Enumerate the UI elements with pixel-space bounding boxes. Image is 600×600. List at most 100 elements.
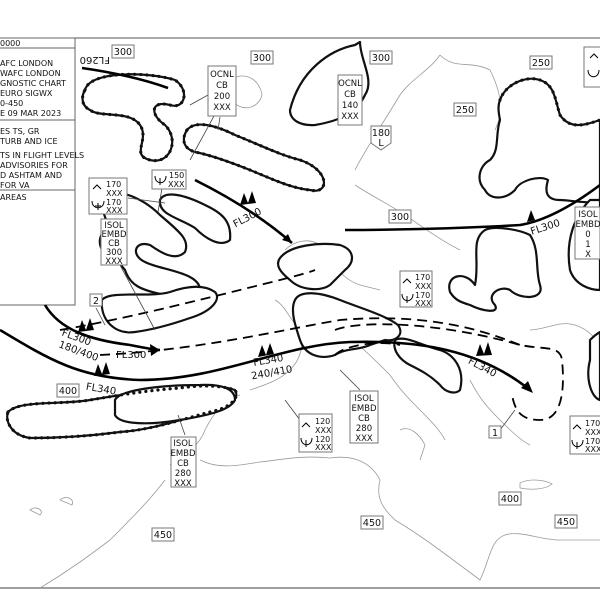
tropopause-height: 400: [59, 386, 77, 397]
jet-streams: [0, 66, 600, 393]
svg-text:170: 170: [585, 437, 600, 446]
icing-symbol-icon: [587, 69, 600, 78]
tropopause-height: 300: [114, 47, 132, 58]
legend-note: ADVISORIES FOR: [0, 161, 68, 170]
cb-box: ISOL EMBD 0 1 X: [574, 206, 600, 260]
wind-barb-icon: [258, 343, 274, 357]
jet-stream: [81, 66, 169, 90]
tropopause-height: 450: [154, 530, 172, 541]
turbulence-caret-icon: [301, 422, 311, 428]
icing-symbol-icon: [300, 437, 313, 447]
leader-lines: [95, 94, 516, 436]
svg-text:CB: CB: [216, 81, 228, 91]
turbulence-caret-icon: [572, 424, 582, 430]
cb-box-line: EMBD: [575, 220, 600, 230]
svg-text:OCNL: OCNL: [210, 70, 234, 80]
svg-text:XXX: XXX: [415, 299, 432, 308]
legend-panel: 0000 AFC LONDON WAFC LONDON GNOSTIC CHAR…: [0, 37, 84, 306]
cb-area: [478, 77, 600, 204]
legend-areas: AREAS: [0, 193, 27, 202]
icing-symbol-icon: [154, 175, 167, 185]
jet-label: FL260: [80, 54, 110, 65]
wind-barb-icon: [476, 342, 492, 356]
cb-box-line: 0: [585, 230, 590, 240]
svg-text:OCNL: OCNL: [338, 79, 362, 89]
jet-stream: [0, 328, 531, 392]
svg-text:EMBD: EMBD: [170, 449, 196, 459]
legend-note: TS IN FLIGHT LEVELS: [0, 151, 84, 160]
svg-text:120: 120: [315, 435, 330, 444]
svg-text:ISOL: ISOL: [173, 439, 193, 449]
svg-text:200: 200: [214, 92, 230, 102]
area-number: 1: [492, 428, 498, 439]
svg-text:170: 170: [106, 180, 121, 189]
svg-text:ISOL: ISOL: [354, 394, 374, 404]
svg-text:280: 280: [356, 424, 372, 434]
cb-area: [587, 330, 600, 402]
tropopause-low-value: 180: [372, 128, 390, 139]
tropopause-height: 450: [363, 518, 381, 529]
svg-text:XXX: XXX: [106, 189, 123, 198]
svg-text:CB: CB: [344, 90, 356, 100]
tropopause-height: 400: [501, 494, 519, 505]
cb-box-line: 1: [585, 240, 590, 250]
jet-arrowhead-icon: [150, 344, 160, 356]
svg-text:XXX: XXX: [174, 479, 192, 489]
tropopause-low-box: [370, 125, 392, 151]
jet-label: FL340: [252, 353, 284, 369]
jet-stream: [194, 178, 293, 244]
cb-area: [113, 383, 237, 425]
turbulence-area: [334, 342, 401, 356]
cb-cloud-scallops: [5, 72, 600, 440]
cb-area: [158, 193, 232, 244]
svg-text:XXX: XXX: [355, 434, 373, 444]
legend-header: 0000: [0, 39, 20, 48]
legend-note: FOR VA: [0, 181, 30, 190]
svg-text:170: 170: [415, 273, 430, 282]
cb-cloud-areas: [6, 40, 600, 440]
jet-stream: [344, 183, 600, 232]
svg-text:XXX: XXX: [585, 428, 600, 437]
svg-text:XXX: XXX: [415, 282, 432, 291]
svg-text:CB: CB: [177, 459, 189, 469]
legend-note: ES TS, GR: [0, 127, 40, 136]
svg-text:120: 120: [315, 417, 330, 426]
legend-note: TURB AND ICE: [0, 137, 58, 146]
svg-text:ISOL: ISOL: [104, 221, 124, 231]
cb-box-line: X: [585, 250, 591, 260]
svg-text:EMBD: EMBD: [351, 404, 377, 414]
svg-text:170: 170: [585, 419, 600, 428]
tropopause-height: 450: [557, 517, 575, 528]
turbulence-area: [59, 269, 316, 331]
cb-area: [182, 123, 326, 192]
cb-box-line: ISOL: [578, 210, 598, 220]
svg-text:XXX: XXX: [315, 443, 332, 452]
jet-label: FL340: [85, 382, 117, 398]
turb-ice-box-partial: [583, 46, 600, 88]
svg-text:XXX: XXX: [168, 180, 185, 189]
icing-symbol-icon: [571, 439, 584, 449]
tropopause-low-label: L: [378, 138, 384, 149]
jet-arrowhead-icon: [521, 381, 533, 393]
turbulence-caret-icon: [402, 278, 412, 284]
svg-text:EMBD: EMBD: [101, 230, 127, 240]
wind-barb-icon: [240, 191, 256, 205]
legend-validity-date: E 09 MAR 2023: [0, 109, 61, 118]
jet-arrowhead-icon: [282, 234, 292, 243]
svg-text:170: 170: [106, 198, 121, 207]
svg-text:XXX: XXX: [315, 426, 332, 435]
turbulence-caret-icon: [589, 53, 599, 59]
svg-text:140: 140: [342, 101, 358, 111]
tropopause-height: 300: [253, 53, 271, 64]
svg-text:CB: CB: [358, 414, 370, 424]
tropopause-heights: 300 300 300 250 250 300 400 450 400 450 …: [56, 44, 578, 542]
tropopause-height: 250: [532, 58, 550, 69]
